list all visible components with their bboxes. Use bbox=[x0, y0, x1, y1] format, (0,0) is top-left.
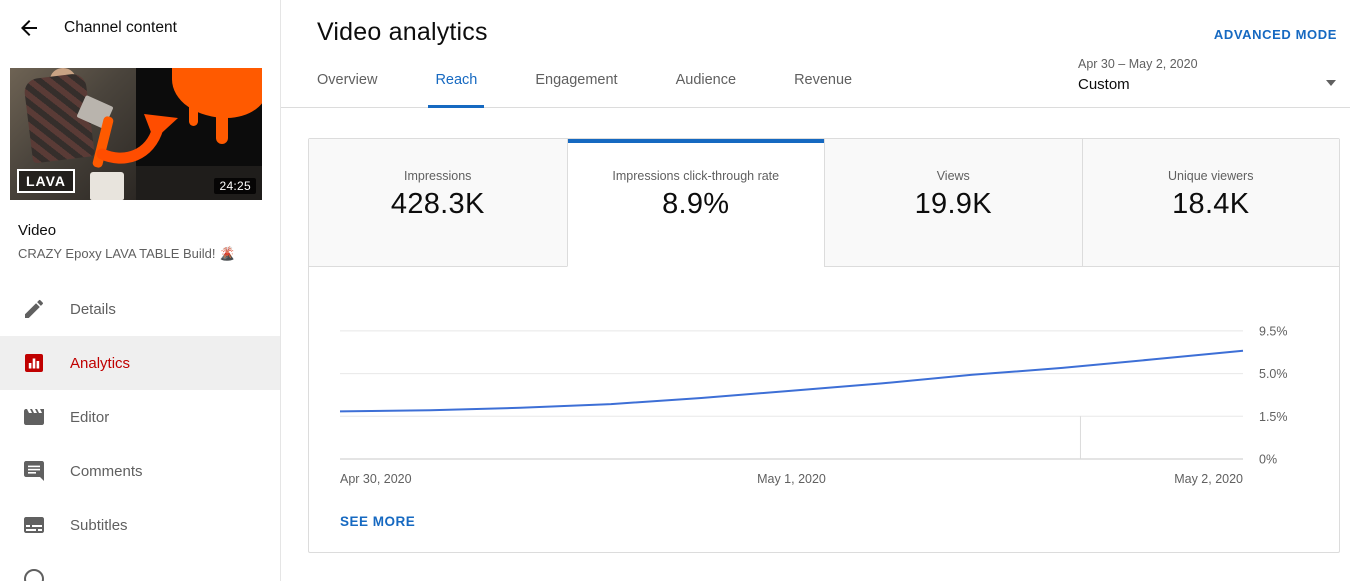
date-range-picker[interactable]: Apr 30 – May 2, 2020 Custom bbox=[1078, 57, 1336, 107]
analytics-tabs: Overview Reach Engagement Audience Reven… bbox=[310, 56, 859, 108]
video-thumbnail[interactable]: LAVA 24:25 bbox=[10, 68, 262, 200]
sidebar-item-comments[interactable]: Comments bbox=[0, 444, 280, 498]
sidebar-menu: Details Analytics Editor bbox=[0, 282, 280, 581]
see-more-link[interactable]: SEE MORE bbox=[340, 514, 416, 529]
arrow-left-icon bbox=[21, 20, 37, 36]
metric-label: Impressions bbox=[404, 169, 472, 183]
editor-icon bbox=[24, 409, 44, 425]
sidebar-item-editor[interactable]: Editor bbox=[0, 390, 280, 444]
main-header: Video analytics ADVANCED MODE bbox=[308, 0, 1340, 47]
analytics-icon bbox=[25, 354, 43, 372]
thumbnail-lava-drip bbox=[189, 104, 198, 126]
svg-text:May 1, 2020: May 1, 2020 bbox=[757, 472, 826, 486]
sidebar-item-label: Details bbox=[70, 300, 116, 318]
svg-text:5.0%: 5.0% bbox=[1259, 367, 1288, 381]
video-label: Video bbox=[18, 222, 57, 239]
sidebar: Channel content LAVA 24:25 bbox=[0, 0, 281, 581]
sidebar-title: Channel content bbox=[64, 19, 177, 36]
sidebar-item-partial[interactable] bbox=[0, 552, 280, 581]
metric-label: Views bbox=[936, 169, 970, 183]
subtitles-icon bbox=[24, 517, 44, 533]
tab-audience[interactable]: Audience bbox=[675, 72, 737, 88]
svg-text:0%: 0% bbox=[1259, 453, 1277, 467]
thumbnail-pot bbox=[90, 172, 124, 200]
comments-icon bbox=[24, 461, 44, 481]
metric-label: Impressions click-through rate bbox=[612, 169, 780, 183]
metric-card-unique-viewers[interactable]: Unique viewers 18.4K bbox=[1081, 139, 1339, 267]
sidebar-header: Channel content bbox=[0, 0, 280, 56]
metric-card-impressions[interactable]: Impressions 428.3K bbox=[309, 139, 567, 267]
tab-revenue[interactable]: Revenue bbox=[794, 72, 853, 88]
back-button[interactable] bbox=[16, 15, 42, 41]
svg-text:Apr 30, 2020: Apr 30, 2020 bbox=[340, 472, 412, 486]
lava-text-badge: LAVA bbox=[17, 169, 76, 193]
sidebar-item-subtitles[interactable]: Subtitles bbox=[0, 498, 280, 552]
metric-value: 8.9% bbox=[662, 188, 730, 220]
chart-area: 0% 1.5% 5.0% 9.5% Apr 30, 2020 May 1, 2020 May… bbox=[309, 267, 1339, 531]
reach-line-chart[interactable]: 0% 1.5% 5.0% 9.5% Apr 30, 2020 May 1, 2020 May… bbox=[309, 267, 1339, 492]
svg-text:9.5%: 9.5% bbox=[1259, 324, 1288, 338]
main-content: Video analytics ADVANCED MODE Overview R… bbox=[281, 0, 1350, 581]
svg-text:May 2, 2020: May 2, 2020 bbox=[1174, 472, 1243, 486]
svg-text:1.5%: 1.5% bbox=[1259, 410, 1288, 424]
thumbnail-lava-drip bbox=[216, 108, 228, 144]
tab-overview[interactable]: Overview bbox=[317, 72, 378, 88]
thumbnail-left-panel: LAVA bbox=[10, 68, 136, 200]
reach-report-panel: Impressions 428.3K Impressions click-thr… bbox=[308, 138, 1340, 553]
duration-badge: 24:25 bbox=[214, 178, 256, 194]
sidebar-item-label: Comments bbox=[70, 462, 143, 480]
metric-card-ctr[interactable]: Impressions click-through rate 8.9% bbox=[566, 139, 824, 267]
menu-item-icon bbox=[24, 569, 44, 581]
video-title: CRAZY Epoxy LAVA TABLE Build! 🌋 bbox=[18, 246, 236, 261]
arrow-icon bbox=[96, 114, 178, 164]
sidebar-item-analytics[interactable]: Analytics bbox=[0, 336, 280, 390]
tab-reach[interactable]: Reach bbox=[428, 56, 485, 108]
metric-cards: Impressions 428.3K Impressions click-thr… bbox=[309, 139, 1339, 267]
tabs-bar: Overview Reach Engagement Audience Reven… bbox=[281, 49, 1350, 108]
page-title: Video analytics bbox=[317, 18, 488, 46]
tab-engagement[interactable]: Engagement bbox=[535, 72, 618, 88]
pencil-icon bbox=[25, 299, 44, 318]
metric-label: Unique viewers bbox=[1168, 169, 1254, 183]
advanced-mode-link[interactable]: ADVANCED MODE bbox=[1213, 27, 1337, 42]
metric-card-views[interactable]: Views 19.9K bbox=[824, 139, 1082, 267]
chevron-down-icon bbox=[1326, 80, 1336, 86]
sidebar-item-label: Editor bbox=[70, 408, 110, 426]
date-preset-text: Custom bbox=[1078, 76, 1130, 93]
metric-value: 428.3K bbox=[390, 188, 485, 220]
metric-value: 19.9K bbox=[914, 188, 992, 220]
sidebar-item-label: Subtitles bbox=[70, 516, 128, 534]
sidebar-item-label: Analytics bbox=[70, 354, 131, 372]
metric-value: 18.4K bbox=[1172, 188, 1250, 220]
date-range-text: Apr 30 – May 2, 2020 bbox=[1078, 57, 1198, 71]
sidebar-item-details[interactable]: Details bbox=[0, 282, 280, 336]
